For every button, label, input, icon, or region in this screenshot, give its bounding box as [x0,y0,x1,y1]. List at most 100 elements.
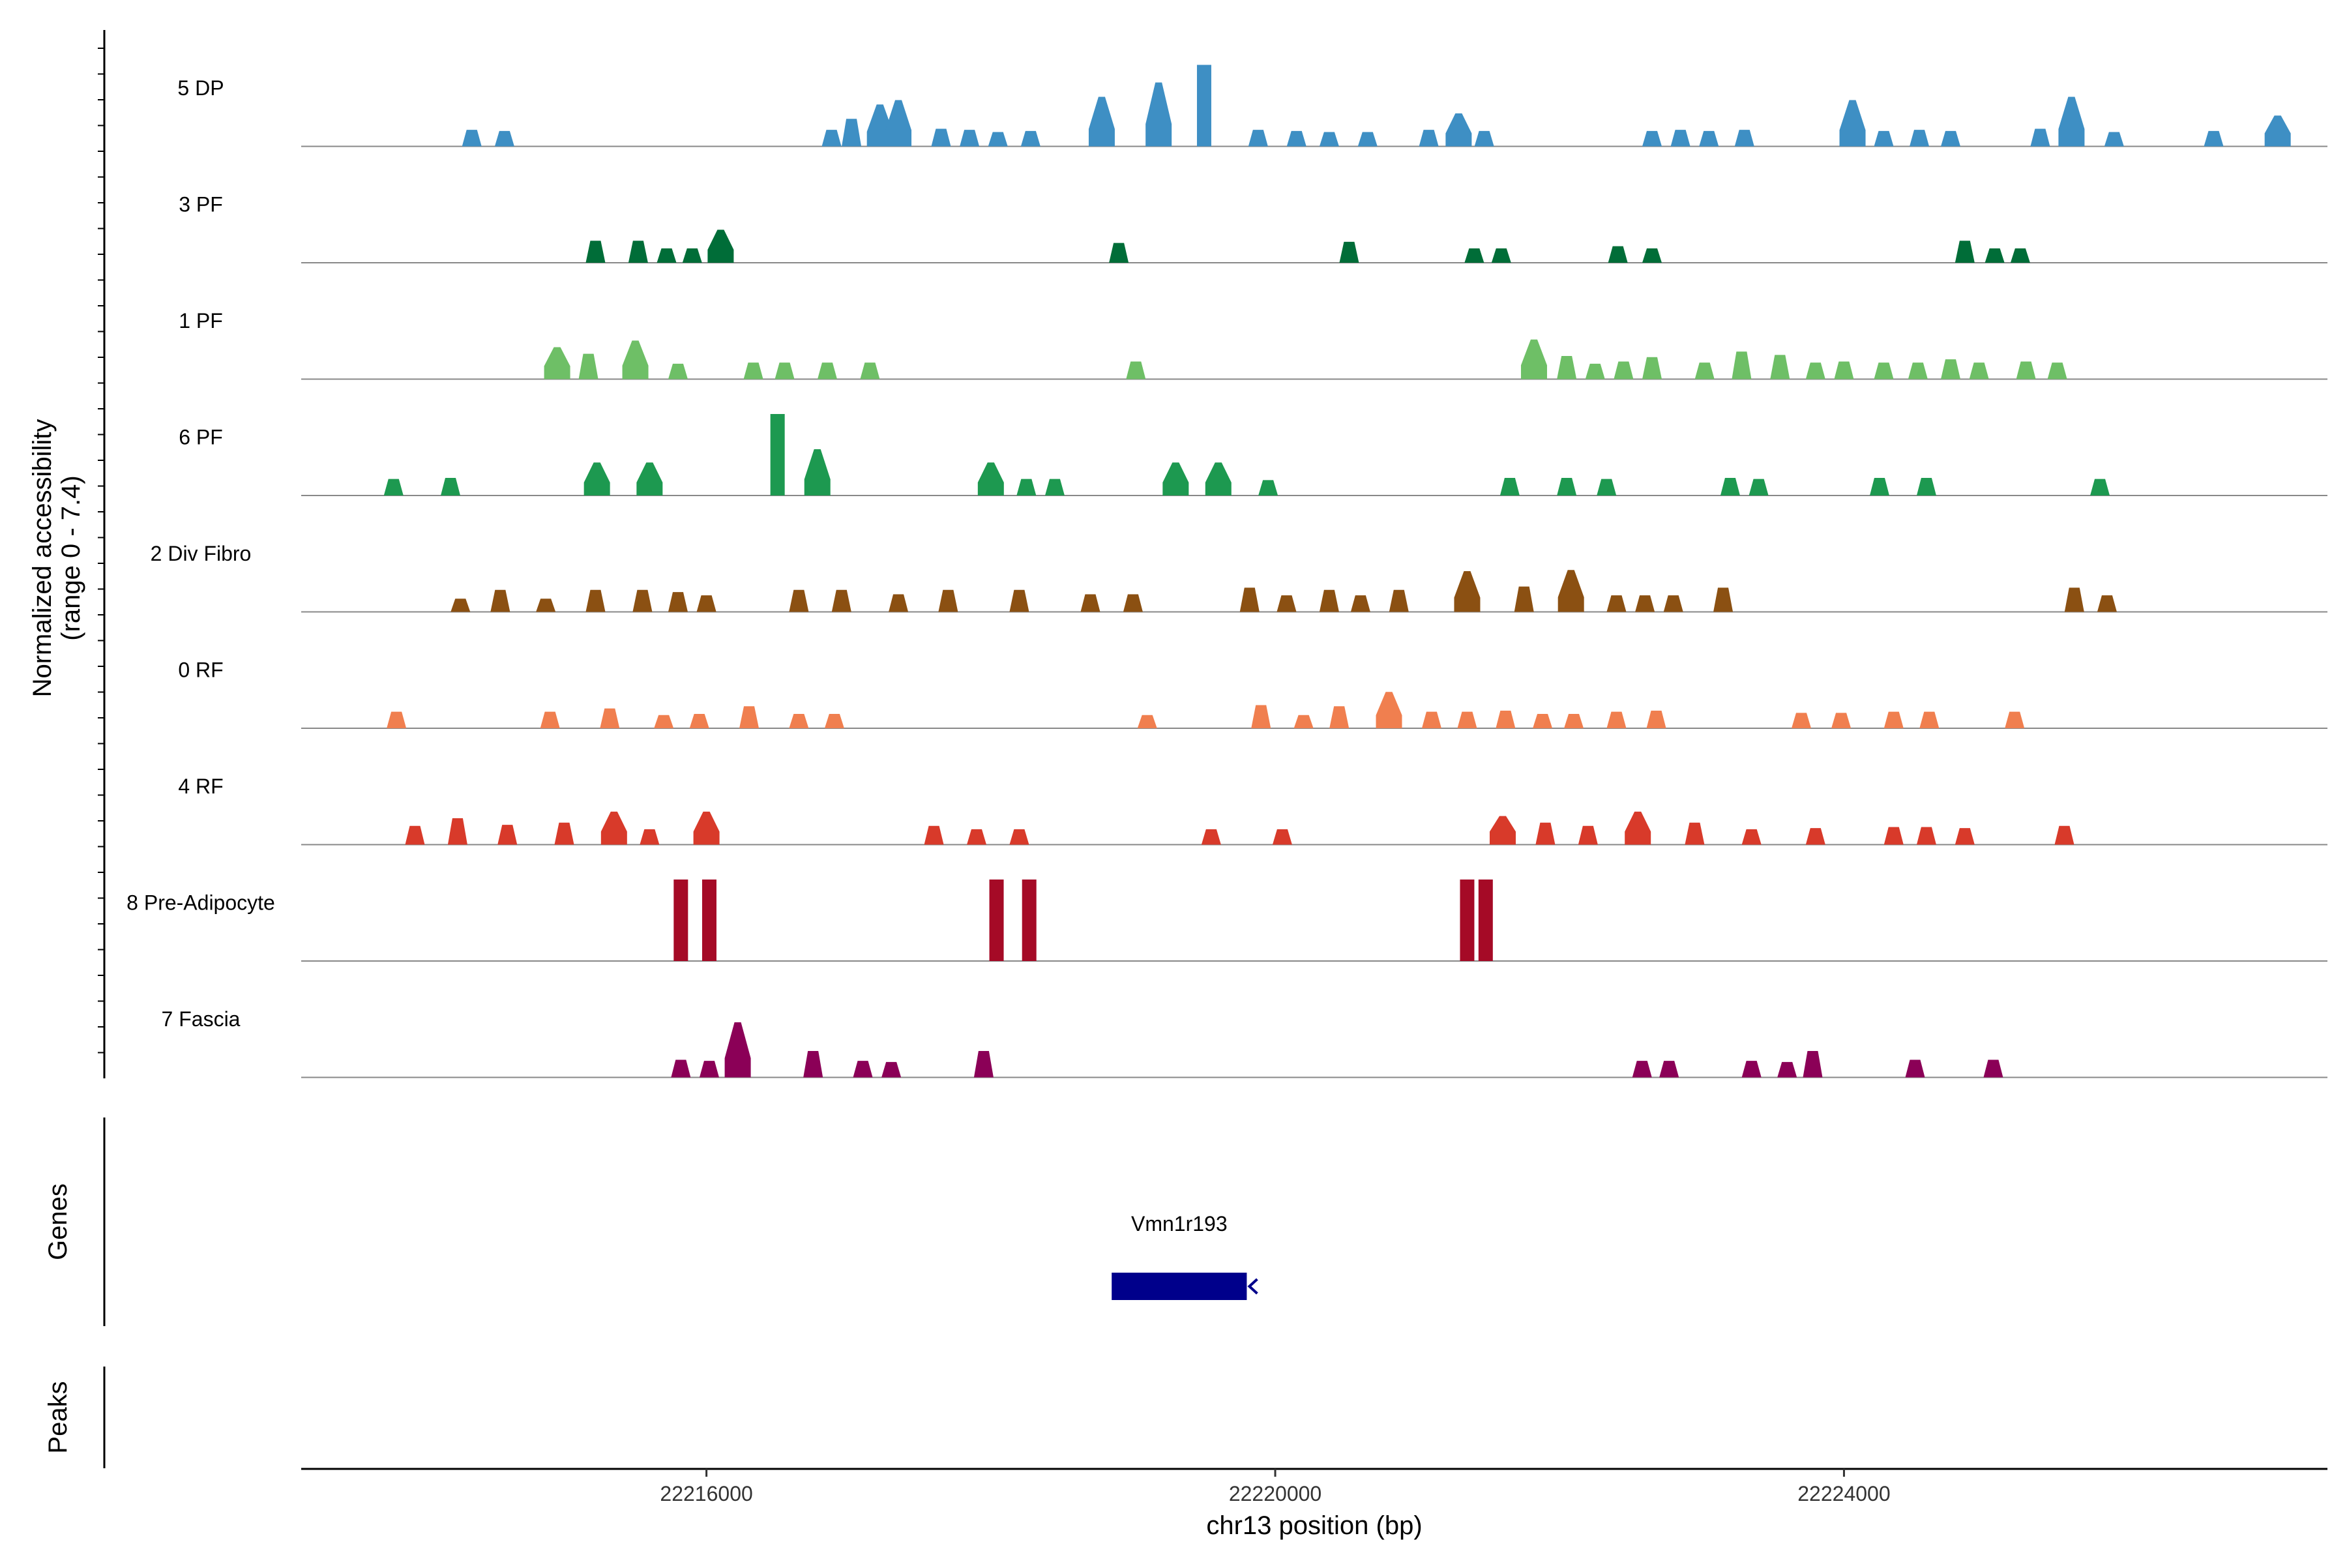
coverage-peak [1557,356,1577,379]
coverage-peak [1251,705,1271,728]
coverage-peak [1535,822,1556,845]
coverage-peak [1659,1061,1679,1078]
coverage-peak [1883,711,1904,728]
coverage-peak [973,1050,994,1078]
coverage-peak [1606,711,1627,728]
coverage-peak [701,880,716,961]
coverage-peak [1020,130,1041,147]
coverage-peak [600,708,620,728]
coverage-peak [405,825,425,845]
coverage-peak [1533,714,1553,728]
coverage-peak [1955,828,1975,845]
genes-track: Vmn1r193 [1112,1212,1258,1300]
coverage-peak [1478,880,1493,961]
coverage-peak [831,589,851,612]
coverage-peak [1201,829,1221,845]
coverage-peak [2204,130,2224,147]
coverage-tracks: 5 DP 3 PF 1 PF 6 PF 2 Div Fibro 0 RF 4 RF 8 Pre… [126,65,2327,1078]
coverage-peak [1625,811,1651,845]
coverage-peak [1489,816,1516,845]
coverage-peak [2054,825,2074,845]
x-axis-ticks: 22216000 22220000 22224000 [660,1469,1891,1505]
coverage-peak [1460,880,1475,961]
coverage-peak [1293,715,1314,728]
coverage-peak [2005,711,2025,728]
coverage-peak [540,711,560,728]
coverage-peak [989,880,1004,961]
track-4: 6 PF [179,414,2327,496]
coverage-peak [447,818,467,845]
coverage-peak [1044,479,1065,496]
coverage-peak [1564,714,1584,728]
coverage-peak [1491,248,1511,263]
coverage-peak [775,362,795,379]
coverage-peak [1908,362,1928,379]
coverage-peak [1389,589,1409,612]
coverage-peak [1272,829,1292,845]
coverage-peak [1642,248,1662,263]
coverage-peak [1474,130,1494,147]
x-tick-label: 22224000 [1797,1482,1890,1505]
coverage-peak [1732,351,1752,379]
coverage-peak [450,599,471,612]
coverage-peak [2058,96,2085,147]
coverage-peak [668,592,688,612]
coverage-peak [924,825,944,845]
coverage-peak [789,714,809,728]
coverage-peak [967,829,986,845]
coverage-peak [585,589,606,612]
coverage-peak [1713,587,1734,612]
track-label: 8 Pre-Adipocyte [126,891,275,915]
coverage-peak [2016,361,2036,379]
coverage-peak [441,477,461,496]
coverage-peak [1694,362,1715,379]
coverage-peak [1421,711,1441,728]
x-axis-title: chr13 position (bp) [1206,1511,1422,1540]
coverage-peak [583,462,610,496]
coverage-peak [1770,355,1790,379]
coverage-peak [1557,477,1577,496]
y-axis-title-line2: (range 0 - 7.4) [57,475,85,640]
coverage-peak [1329,706,1350,728]
peaks-panel-label: Peaks [44,1381,72,1453]
coverage-peak [497,825,518,845]
coverage-peak [1883,827,1904,845]
coverage-peak [1831,713,1852,728]
coverage-peak [632,589,653,612]
coverage-peak [938,589,958,612]
coverage-peak [1941,130,1961,147]
track-9: 7 Fascia [162,1007,2327,1078]
coverage-peak [1805,828,1825,845]
coverage-peak [671,1059,691,1078]
coverage-peak [1720,477,1740,496]
coverage-peak [1145,82,1172,147]
gene-strand-arrow [1247,1278,1258,1295]
coverage-peak [881,1061,902,1078]
coverage-peak [1614,361,1634,379]
coverage-peak [1022,880,1037,961]
coverage-peak [1916,477,1936,496]
coverage-peak [1834,361,1854,379]
coverage-peak [1608,246,1628,263]
coverage-peak [1457,711,1477,728]
coverage-peak [1123,594,1143,612]
coverage-peak [1749,479,1769,496]
coverage-peak [707,229,734,263]
coverage-peak [689,714,709,728]
coverage-peak [1632,1061,1652,1078]
track-label: 3 PF [179,193,223,216]
coverage-peak [1585,363,1605,379]
track-label: 6 PF [179,426,223,449]
coverage-peak [1339,241,1359,263]
coverage-peak [1670,130,1690,147]
coverage-peak [803,1050,823,1078]
coverage-peak [1734,130,1754,147]
coverage-peak [1874,130,1894,147]
coverage-peak [1777,1061,1797,1078]
coverage-peak [743,362,763,379]
coverage-peak [770,414,785,496]
coverage-peak [1741,829,1762,845]
y-axis-title-line1: Normalized accessibility [28,419,57,698]
coverage-peak [821,130,842,147]
